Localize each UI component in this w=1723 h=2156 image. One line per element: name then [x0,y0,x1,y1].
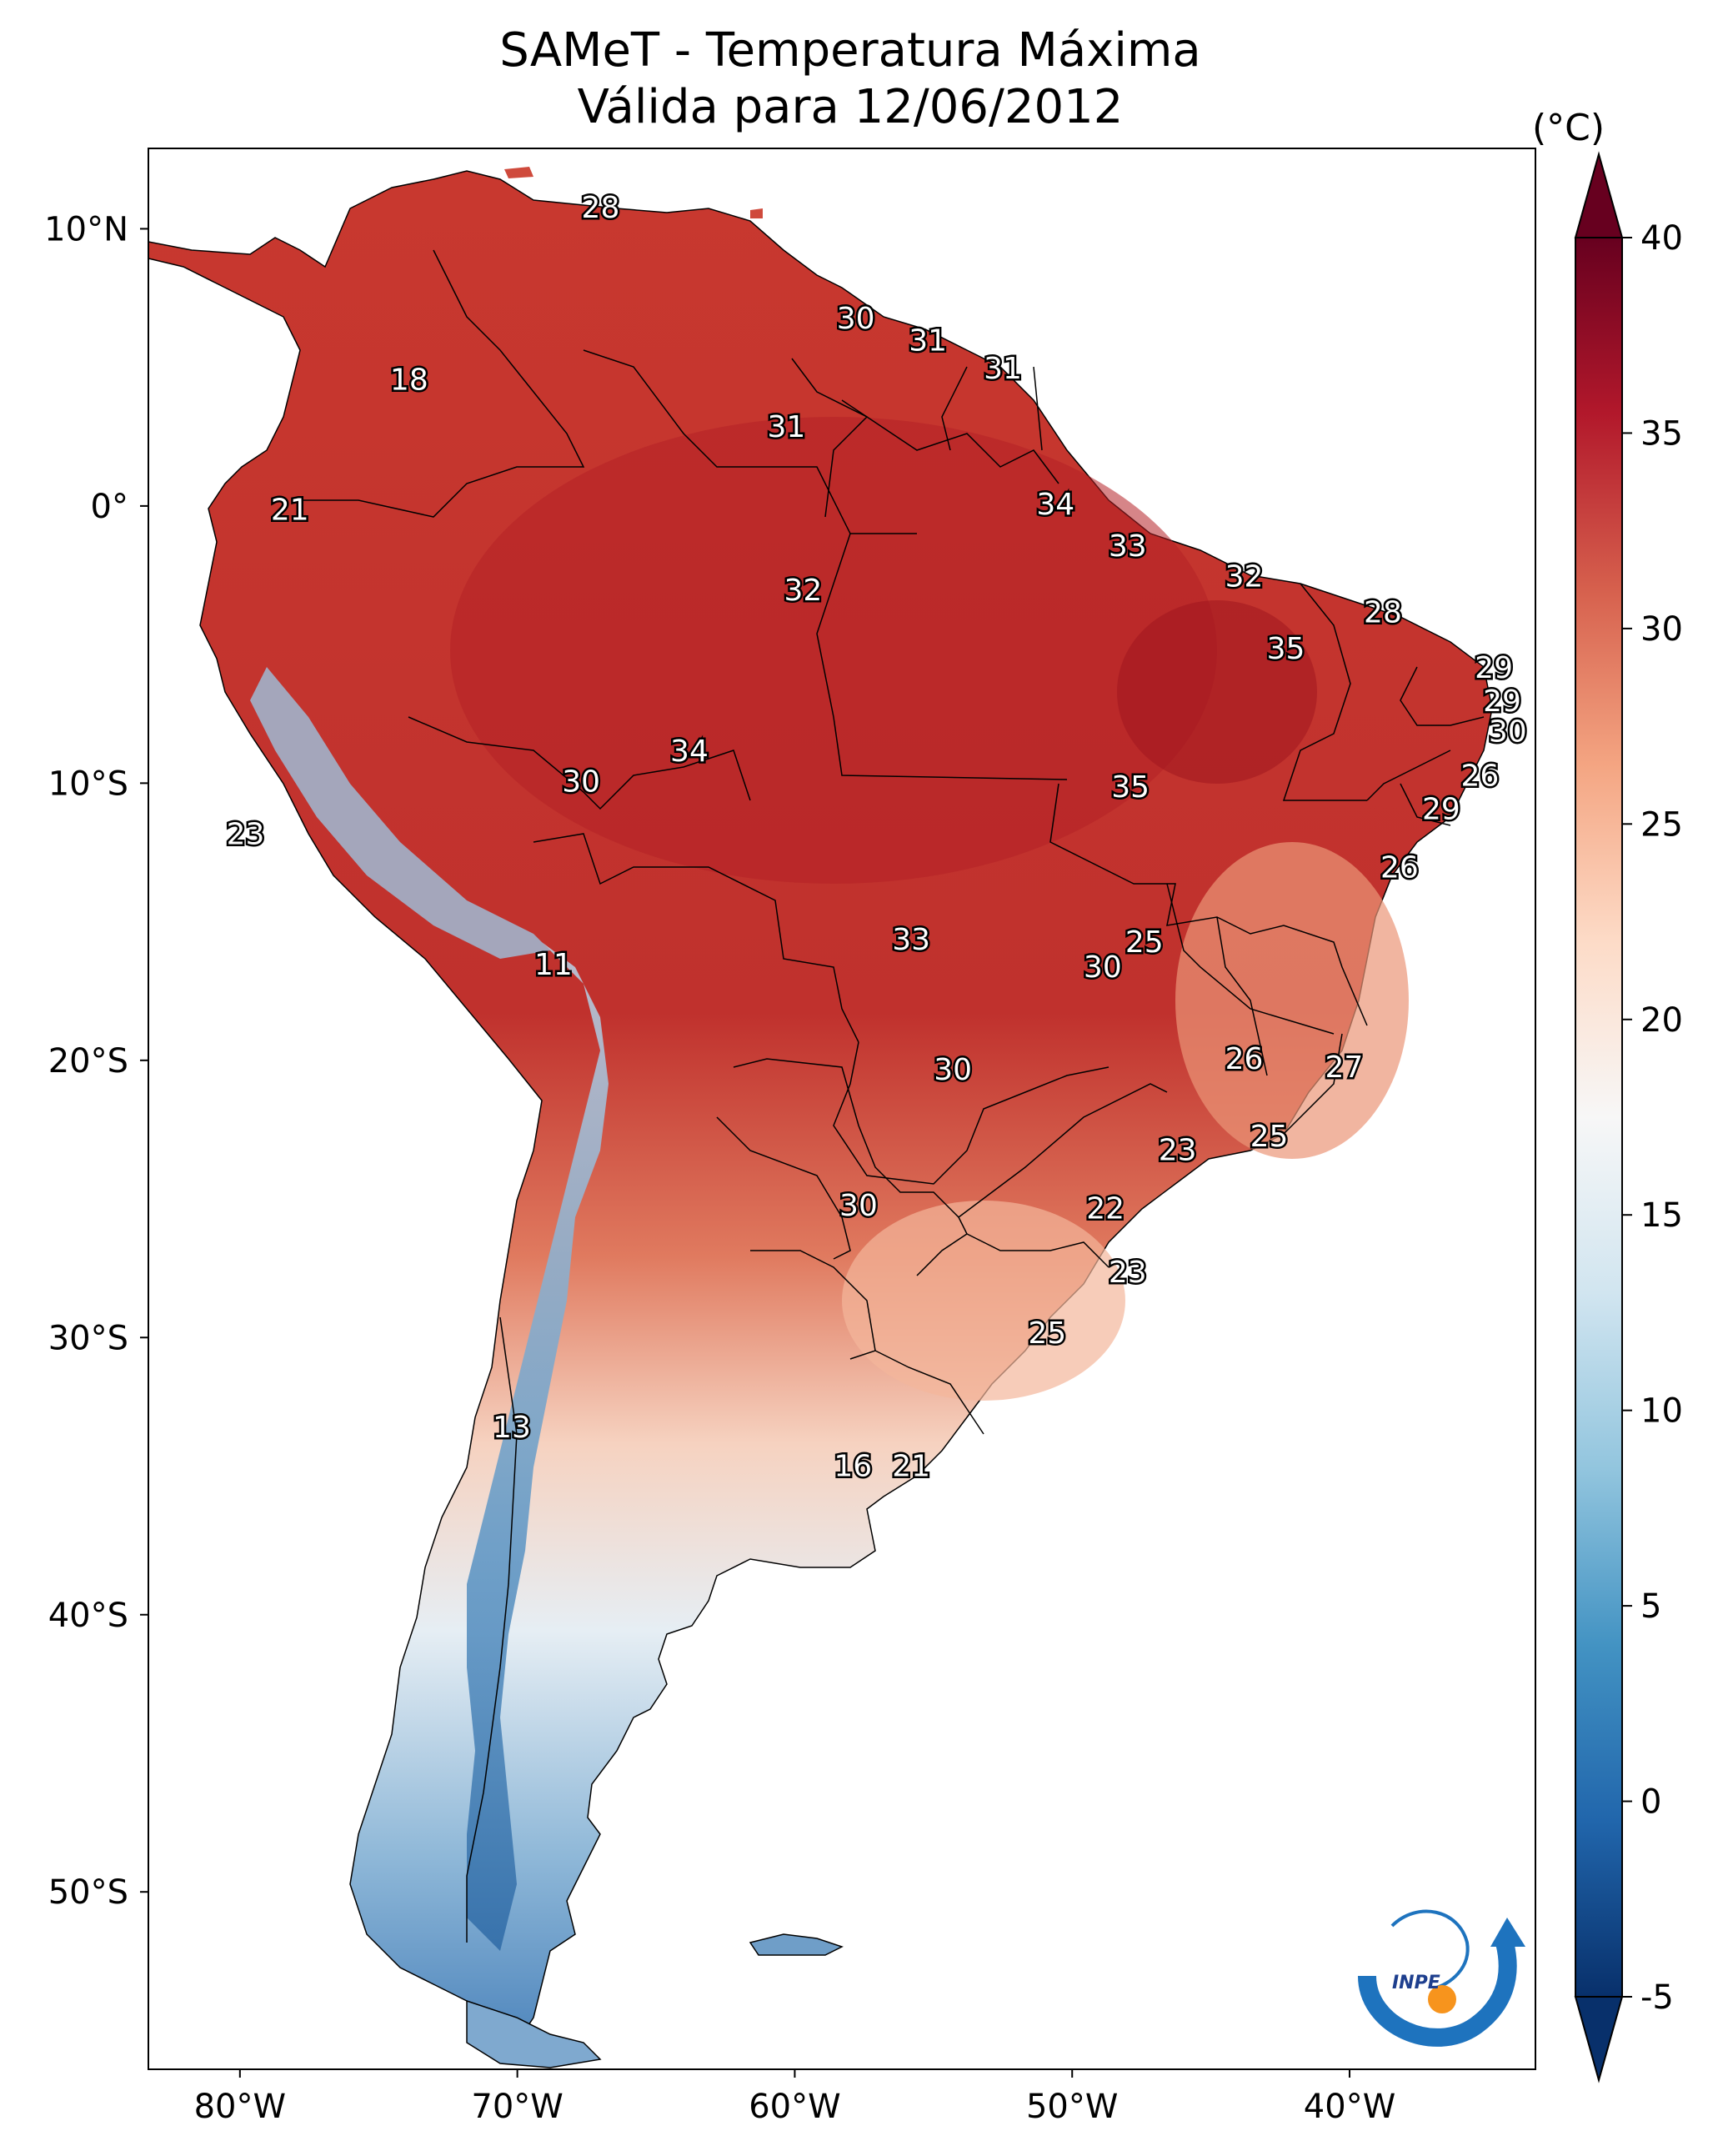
temperature-label: 23 [1109,1256,1147,1290]
lon-tick-label: 80°W [194,2088,286,2126]
latitude-axis: 10°N 0° 10°S 20°S 30°S 40°S 50°S [44,210,148,1912]
colorbar-unit: (°C) [1532,107,1605,149]
temperature-label: 34 [670,735,709,769]
colorbar-tick-label: 5 [1640,1587,1661,1626]
temperature-label: 30 [837,302,875,336]
temperature-label: 25 [1125,925,1164,960]
temperature-label: 21 [271,494,309,528]
temperature-label: 30 [1084,950,1122,985]
temperature-label: 30 [934,1053,972,1087]
temperature-label: 23 [1159,1134,1197,1168]
temperature-label: 22 [1086,1191,1124,1226]
hot-region-northeast [1117,600,1317,784]
map-frame [148,148,1536,2070]
temperature-label: 30 [839,1189,878,1223]
temperature-label: 28 [582,191,620,225]
temperature-label: 26 [1461,760,1500,794]
logo-arrow-icon [1490,1918,1525,1947]
map-subtitle: Válida para 12/06/2012 [577,80,1124,134]
colorbar-min-extend [1574,1996,1624,2083]
colorbar-tick-label: -5 [1640,1978,1674,2017]
andes-cold-band [467,942,609,1951]
temperature-label: 27 [1325,1050,1363,1085]
temperature-label: 29 [1475,651,1513,685]
country-borders [300,249,1485,1943]
lat-tick-label: 10°S [48,765,128,803]
lat-tick-label: 50°S [48,1873,128,1912]
temperature-label: 31 [768,410,806,444]
logo-sun-icon [1428,1985,1456,2013]
logo-arc-icon [1358,1940,1517,2047]
longitude-axis: 80°W 70°W 60°W 50°W 40°W [194,2069,1395,2126]
colorbar-tick-label: 40 [1640,219,1683,258]
tierra-del-fuego [466,1999,602,2068]
temperature-label: 32 [1225,559,1264,594]
colorbar-tick-label: 20 [1640,1001,1683,1040]
temperature-label: 35 [1267,632,1305,666]
temperature-label: 25 [1250,1120,1289,1154]
inpe-logo: INPE [1358,1909,1525,2047]
temperature-label: 29 [1422,793,1460,827]
temperature-label: 30 [562,765,600,799]
mild-region-southeast [1175,842,1409,1159]
temperature-label: 29 [1483,684,1521,719]
temperature-label: 30 [1489,715,1527,750]
colorbar-tick-label: 35 [1640,414,1683,453]
colorbar-tick-label: 10 [1640,1392,1683,1431]
caribbean-islands [504,167,763,218]
colorbar: 40 35 30 25 20 15 10 5 0 -5 [1574,151,1683,2083]
temperature-label: 35 [1111,770,1150,805]
lat-tick-label: 30°S [48,1319,128,1357]
lon-tick-label: 60°W [749,2088,840,2126]
lon-tick-label: 40°W [1304,2088,1395,2126]
lat-tick-label: 20°S [48,1042,128,1081]
mild-region-south [842,1201,1125,1401]
lon-tick-label: 70°W [471,2088,563,2126]
temperature-label: 26 [1380,850,1419,885]
colorbar-tick-label: 15 [1640,1196,1683,1235]
temperature-label: 11 [534,948,573,982]
temperature-label: 33 [892,923,930,957]
colorbar-body [1575,237,1623,1998]
hot-region-amazon [450,417,1217,884]
falkland-islands [749,1933,844,1956]
colorbar-tick-label: 0 [1640,1783,1661,1822]
temperature-label: 25 [1028,1316,1066,1351]
lat-tick-label: 0° [91,488,128,526]
colorbar-max-extend [1574,151,1624,238]
temperature-label: 26 [1225,1042,1264,1076]
colorbar-tick-label: 25 [1640,805,1683,844]
temperature-label: 23 [227,818,265,852]
temperature-label: 33 [1109,529,1147,564]
temperature-label: 31 [984,352,1022,386]
temperature-label: 16 [834,1450,872,1484]
map-title: SAMeT - Temperatura Máxima [499,23,1201,78]
logo-text: INPE [1392,1973,1440,1993]
temperature-label: 34 [1036,488,1074,522]
lon-tick-label: 50°W [1026,2088,1118,2126]
temperature-label: 21 [892,1450,930,1484]
temperature-label: 32 [784,574,823,608]
lat-tick-label: 40°S [48,1597,128,1635]
temperature-label: 13 [493,1411,531,1445]
logo-orbit-icon [1390,1909,1470,1990]
temperature-label: 18 [390,363,428,397]
colorbar-tick-label: 30 [1640,610,1683,649]
temperature-label: 31 [909,324,947,358]
lat-tick-label: 10°N [44,210,128,248]
temperature-label: 28 [1364,596,1402,630]
peru-coast-cool-band [250,667,550,959]
